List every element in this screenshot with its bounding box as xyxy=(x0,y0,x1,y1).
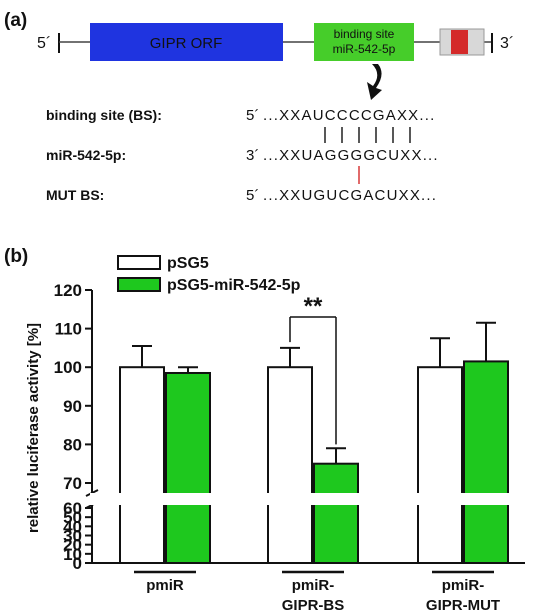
x-axis: pmiR pmiR- GIPR-BS pmiR- GIPR-MUT xyxy=(92,562,525,614)
alignment-name-bs: binding site (BS): xyxy=(46,107,162,123)
category-label-2-1: GIPR-MUT xyxy=(426,597,500,614)
y-tick-label-20: 20 xyxy=(63,536,82,555)
alignment-name-mut: MUT BS: xyxy=(46,187,104,203)
panel-a-label: (a) xyxy=(4,10,27,31)
y-tick-label-120: 120 xyxy=(54,281,82,300)
y-tick-label-10: 10 xyxy=(63,545,82,564)
bar-psg5-mir-542-5p-1 xyxy=(313,462,359,565)
y-tick-label-40: 40 xyxy=(63,517,82,536)
panel-b-label: (b) xyxy=(4,246,28,267)
bar-psg5-2 xyxy=(417,366,463,565)
category-label-0-0: pmiR xyxy=(146,577,184,594)
binding-site-box xyxy=(314,23,414,61)
legend: pSG5 pSG5-miR-542-5p xyxy=(117,255,301,294)
alignment-seq-mut: ...XXUGUCGACUXX... xyxy=(263,187,437,204)
gipr-orf-box xyxy=(90,23,283,61)
y-axis-label: relative luciferase activity [%] xyxy=(25,323,42,533)
y-tick-label-70: 70 xyxy=(63,474,82,493)
bars-layer xyxy=(119,360,509,565)
binding-arrow-icon xyxy=(367,64,382,100)
legend-swatch-0 xyxy=(117,255,161,270)
bar-psg5-1 xyxy=(267,366,313,565)
y-tick-label-0: 0 xyxy=(73,554,82,573)
binding-site-box-line1: binding site xyxy=(334,27,395,41)
gene-construct-diagram: 5´ 3´ GIPR ORF binding site miR-542-5p xyxy=(37,23,514,100)
three-prime-label: 3´ xyxy=(500,35,514,52)
alignment-name-mir: miR-542-5p: xyxy=(46,147,126,163)
y-tick-label-30: 30 xyxy=(63,527,82,546)
y-tick-label-80: 80 xyxy=(63,435,82,454)
y-tick-label-90: 90 xyxy=(63,397,82,416)
significance-stars: ** xyxy=(304,293,323,320)
bar-psg5-mir-542-5p-0 xyxy=(165,371,211,564)
axis-break-band xyxy=(90,493,530,505)
legend-label-1: pSG5-miR-542-5p xyxy=(167,277,301,294)
alignment-seq-mir: ...XXUAGGGGCUXX... xyxy=(263,147,439,164)
five-prime-label: 5´ xyxy=(37,35,51,52)
alignment-end-mir: 3´ xyxy=(246,147,259,164)
utr-red-mark xyxy=(451,30,468,54)
category-label-2-0: pmiR- xyxy=(442,577,485,594)
y-tick-label-50: 50 xyxy=(63,508,82,527)
sequence-alignment: binding site (BS): 5´ ...XXAUCCCCGAXX...… xyxy=(46,107,439,204)
category-label-1-0: pmiR- xyxy=(292,577,335,594)
alignment-seq-bs: ...XXAUCCCCGAXX... xyxy=(263,107,435,124)
binding-site-box-line2: miR-542-5p xyxy=(333,42,396,56)
bar-psg5-0 xyxy=(119,366,165,565)
bar-psg5-mir-542-5p-2 xyxy=(463,360,509,564)
base-pair-lines xyxy=(324,127,411,143)
category-label-1-1: GIPR-BS xyxy=(282,597,345,614)
y-tick-label-100: 100 xyxy=(54,358,82,377)
error-bars-layer xyxy=(132,321,496,464)
alignment-end-mut: 5´ xyxy=(246,187,259,204)
legend-swatch-1 xyxy=(117,277,161,292)
y-tick-label-110: 110 xyxy=(55,320,82,339)
y-tick-label-60: 60 xyxy=(63,499,82,518)
gipr-orf-label: GIPR ORF xyxy=(150,35,223,52)
alignment-end-bs: 5´ xyxy=(246,107,259,124)
significance-annotation: ** xyxy=(289,293,337,445)
legend-label-0: pSG5 xyxy=(167,255,209,272)
